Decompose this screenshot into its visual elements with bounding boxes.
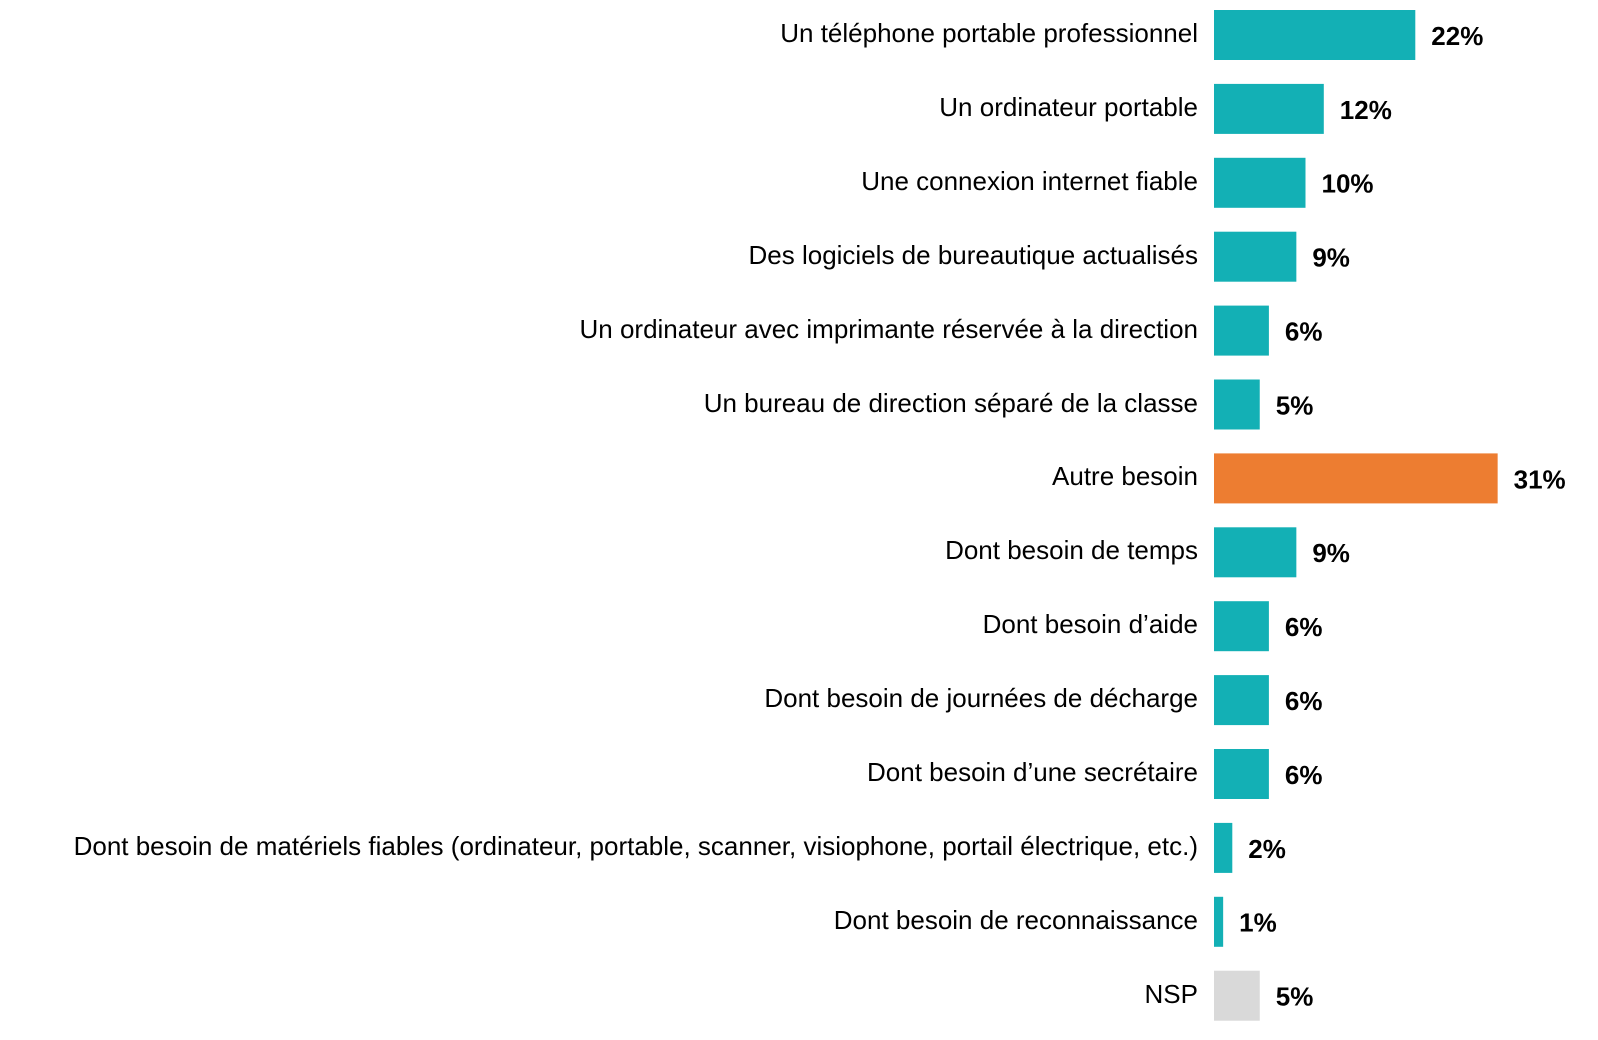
value-label: 6% [1285, 760, 1323, 790]
category-label: Une connexion internet fiable [861, 165, 1198, 196]
bar [1214, 231, 1297, 282]
bar [1214, 527, 1297, 578]
category-label: Dont besoin d’une secrétaire [867, 757, 1198, 787]
category-label: Autre besoin [1052, 461, 1198, 492]
bar [1214, 453, 1498, 504]
category-label: Dont besoin de matériels fiables (ordina… [73, 830, 1198, 861]
value-label: 12% [1340, 95, 1392, 125]
value-label: 1% [1239, 908, 1277, 938]
category-label: Un téléphone portable professionnel [780, 18, 1198, 48]
bar [1214, 305, 1269, 356]
bar [1214, 10, 1416, 60]
category-label: Un ordinateur avec imprimante réservée à… [579, 313, 1198, 344]
value-label: 10% [1322, 169, 1374, 199]
value-label: 6% [1285, 612, 1323, 642]
category-label: Dont besoin de temps [945, 535, 1198, 566]
bar [1214, 749, 1269, 799]
value-label: 5% [1276, 982, 1314, 1012]
bar [1214, 379, 1260, 430]
category-label: Dont besoin de reconnaissance [833, 904, 1198, 935]
bar [1214, 157, 1306, 208]
bar [1214, 822, 1233, 873]
value-label: 6% [1285, 686, 1323, 716]
category-label: Un bureau de direction séparé de la clas… [703, 387, 1198, 418]
value-label: 22% [1431, 21, 1483, 51]
category-label: Un ordinateur portable [939, 91, 1198, 122]
bar [1214, 83, 1324, 134]
category-label: Dont besoin de journées de décharge [764, 683, 1198, 714]
category-label: Dont besoin d’aide [982, 609, 1198, 640]
bar [1214, 896, 1224, 947]
value-label: 31% [1514, 464, 1566, 494]
bar [1214, 675, 1269, 726]
value-label: 9% [1312, 243, 1350, 273]
value-label: 9% [1312, 538, 1350, 568]
category-label: Des logiciels de bureautique actualisés [748, 239, 1199, 270]
value-label: 6% [1285, 316, 1323, 346]
bar [1214, 601, 1269, 652]
category-label: NSP [1144, 978, 1198, 1009]
bar [1214, 970, 1260, 1021]
value-label: 5% [1276, 390, 1314, 420]
value-label: 2% [1248, 834, 1286, 864]
